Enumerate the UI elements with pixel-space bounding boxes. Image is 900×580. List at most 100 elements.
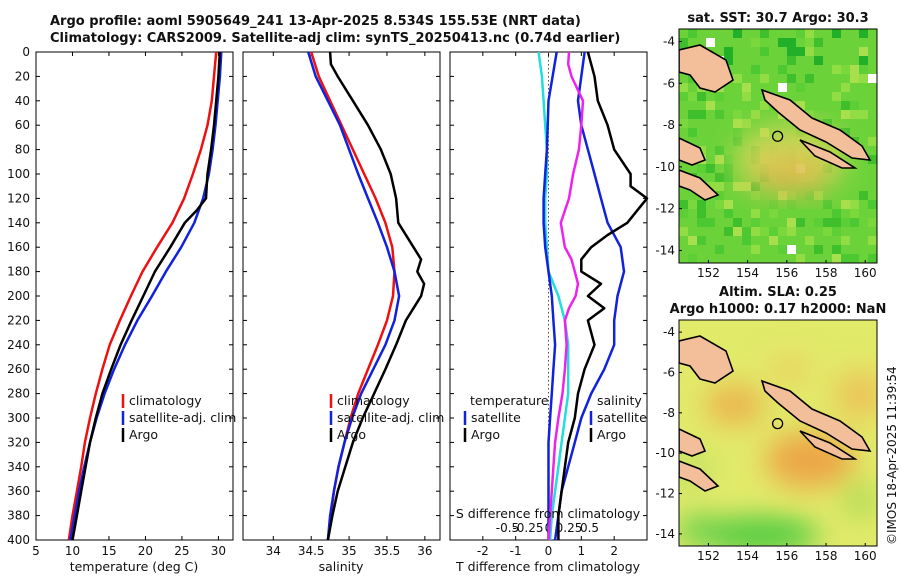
sst-cell: [742, 236, 751, 245]
sst-cell: [706, 164, 715, 173]
sst-cell: [832, 209, 841, 218]
sst-cell: [796, 83, 805, 92]
sst-cell: [805, 38, 814, 47]
land-choiseul: [799, 430, 858, 460]
sst-cell: [787, 245, 796, 254]
legend-label-t-satellite: satellite: [471, 410, 521, 425]
sst-cell: [715, 200, 724, 209]
sst-cell: [715, 92, 724, 101]
legend-label-argo: Argo: [337, 427, 366, 442]
land-coast-sw: [679, 169, 720, 201]
t-difference-xlabel: T difference from climatology: [455, 559, 641, 574]
sst-cell: [787, 74, 796, 83]
x-tick-label: 0: [545, 544, 553, 558]
sst-cell: [823, 227, 832, 236]
legend-label-s-argo: Argo: [597, 427, 626, 442]
sst-cell: [742, 182, 751, 191]
sst-cell: [796, 47, 805, 56]
sst-cell: [805, 74, 814, 83]
sst-cell: [841, 200, 850, 209]
sst-cell: [796, 29, 805, 38]
map-y-tick-label: -12: [655, 202, 675, 216]
x-tick-label: 34.5: [298, 544, 325, 558]
depth-tick-label: 340: [7, 460, 30, 474]
x-tick-label: 2: [610, 544, 618, 558]
sst-cell: [697, 209, 706, 218]
depth-tick-label: 280: [7, 387, 30, 401]
sst-cell: [805, 227, 814, 236]
sst-cell: [787, 191, 796, 200]
imos-watermark: ©IMOS 18-Apr-2025 11:39:54: [885, 366, 899, 545]
sst-cell: [742, 227, 751, 236]
sst-cell: [724, 209, 733, 218]
difference-legend: temperature satellite Argo salinity sate…: [463, 393, 647, 442]
legend-label-t-argo: Argo: [471, 427, 500, 442]
map-y-tick-label: -4: [663, 35, 675, 49]
sst-cell: [751, 209, 760, 218]
sst-cell: [688, 254, 697, 263]
sst-cell: [742, 83, 751, 92]
sst-cell: [760, 200, 769, 209]
land-new-britain: [679, 335, 734, 384]
sst-cell: [868, 137, 877, 146]
sst-cell: [823, 119, 832, 128]
depth-tick-label: 300: [7, 411, 30, 425]
sst-cell: [733, 29, 742, 38]
sst-cell: [796, 56, 805, 65]
s-diff-tick-label: -0.5: [496, 521, 519, 535]
depth-tick-label: 380: [7, 509, 30, 523]
sst-cell: [724, 173, 733, 182]
depth-axis: 0 20 40 60 80 100 120 140 160 180 200 220 240 260 280 3…: [7, 45, 30, 547]
map-x-tick-label: 160: [854, 549, 877, 563]
sst-cell: [679, 38, 688, 47]
sst-cell: [814, 218, 823, 227]
sst-cell: [778, 47, 787, 56]
depth-tick-label: 180: [7, 265, 30, 279]
map-x-tick-label: 154: [736, 549, 759, 563]
sst-cell: [751, 65, 760, 74]
sst-cell: [850, 110, 859, 119]
satellite-line: [307, 51, 401, 541]
sst-cell: [697, 173, 706, 182]
sst-cell: [715, 182, 724, 191]
sla-coastlines: [679, 335, 872, 492]
depth-tick-label: 80: [15, 143, 30, 157]
sla-map-axes: 152 154 156 158 160 -4 -6 -8 -10 -12 -14: [655, 325, 876, 563]
sst-cell: [805, 236, 814, 245]
sst-cell: [760, 47, 769, 56]
sst-cell: [733, 200, 742, 209]
sst-cell: [724, 128, 733, 137]
sst-cell: [715, 110, 724, 119]
sst-cell: [724, 200, 733, 209]
sst-cell: [679, 119, 688, 128]
sst-cell: [778, 227, 787, 236]
sst-cell: [751, 56, 760, 65]
sst-cell: [751, 227, 760, 236]
argo-location-marker: [771, 130, 784, 142]
sst-cell: [796, 101, 805, 110]
sst-cell: [805, 29, 814, 38]
sst-cell: [850, 209, 859, 218]
sst-cell: [823, 74, 832, 83]
sst-cell: [688, 128, 697, 137]
map-y-tick-label: -14: [655, 527, 675, 541]
s-diff-tick-label: -0.25: [512, 521, 543, 535]
depth-tick-label: 400: [7, 533, 30, 547]
sst-cell: [841, 83, 850, 92]
sst-cell: [697, 200, 706, 209]
sst-cell: [832, 245, 841, 254]
sst-cell: [742, 92, 751, 101]
sst-cell: [778, 83, 787, 92]
sst-cell: [868, 200, 877, 209]
sst-cell: [850, 74, 859, 83]
sst-cell: [823, 200, 832, 209]
t-satellite-diff-line: [553, 51, 626, 541]
sst-cell: [679, 200, 688, 209]
sst-cell: [724, 110, 733, 119]
argo-location-marker: [771, 417, 784, 430]
land-papua: [679, 428, 707, 457]
sst-cell: [841, 65, 850, 74]
sst-cell: [724, 164, 733, 173]
sst-cell: [850, 101, 859, 110]
sst-cell: [841, 173, 850, 182]
